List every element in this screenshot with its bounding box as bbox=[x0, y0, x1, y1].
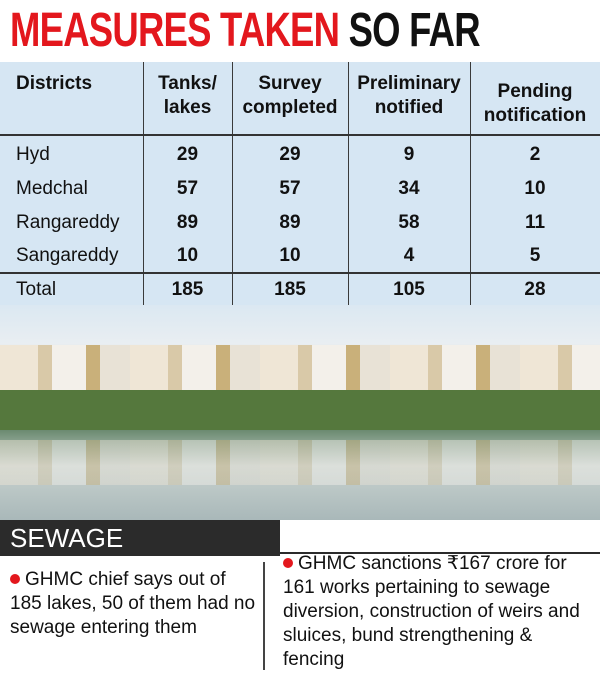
bullet-text: GHMC sanctions ₹167 crore for 161 works … bbox=[283, 553, 580, 670]
bullet: GHMC sanctions ₹167 crore for 161 works … bbox=[283, 552, 593, 672]
row-label: Rangareddy bbox=[16, 212, 120, 233]
cell-value: 10 bbox=[176, 245, 199, 266]
title: MEASURES TAKEN SO FAR bbox=[10, 2, 481, 60]
row-label: Medchal bbox=[16, 178, 88, 199]
row-label: Total bbox=[16, 279, 57, 300]
bullet: GHMC chief says out of 185 lakes, 50 of … bbox=[10, 568, 260, 640]
table: Districts Tanks/ lakes Survey completed Pre… bbox=[0, 62, 600, 305]
cell-value: 11 bbox=[524, 212, 546, 233]
column-rule bbox=[348, 62, 349, 305]
bullet-dot bbox=[283, 558, 293, 568]
divider bbox=[263, 562, 265, 670]
title-black: SO FAR bbox=[348, 4, 481, 57]
banner-rule bbox=[280, 552, 600, 554]
row-label: Sangareddy bbox=[16, 245, 119, 266]
column-rule bbox=[470, 62, 471, 305]
column-rule bbox=[143, 62, 144, 305]
cell-value: 105 bbox=[393, 279, 425, 300]
bullet-text: GHMC chief says out of 185 lakes, 50 of … bbox=[10, 569, 256, 638]
trees bbox=[0, 390, 600, 430]
cell-value: 29 bbox=[176, 144, 199, 165]
bullet-dot bbox=[10, 574, 20, 584]
reflection bbox=[0, 440, 600, 485]
cell-value: 89 bbox=[176, 212, 199, 233]
cell-value: 185 bbox=[274, 279, 306, 300]
column-header: Preliminary notified bbox=[357, 73, 461, 118]
title-red: MEASURES TAKEN bbox=[10, 4, 340, 57]
total-rule bbox=[0, 272, 600, 274]
cell-value: 57 bbox=[176, 178, 199, 199]
cell-value: 28 bbox=[524, 279, 546, 300]
lake-photo bbox=[0, 305, 600, 520]
cell-value: 89 bbox=[279, 212, 301, 233]
section-banner: SEWAGE DIVERSIONS bbox=[0, 520, 280, 589]
cell-value: 57 bbox=[279, 178, 301, 199]
row-label: Hyd bbox=[16, 144, 50, 165]
cell-value: 34 bbox=[398, 178, 420, 199]
cell-value: 9 bbox=[403, 144, 415, 165]
column-header: Districts bbox=[16, 73, 93, 94]
header-rule bbox=[0, 134, 600, 136]
cell-value: 185 bbox=[171, 279, 204, 300]
cell-value: 58 bbox=[398, 212, 420, 233]
cell-value: 29 bbox=[279, 144, 301, 165]
column-rule bbox=[232, 62, 233, 305]
cell-value: 10 bbox=[279, 245, 301, 266]
cell-value: 5 bbox=[529, 245, 541, 266]
column-header: Tanks/ lakes bbox=[158, 73, 217, 118]
column-header: Pending notification bbox=[483, 81, 587, 126]
water bbox=[0, 430, 600, 520]
cell-value: 4 bbox=[403, 245, 415, 266]
cell-value: 2 bbox=[529, 144, 541, 165]
cell-value: 10 bbox=[524, 178, 546, 199]
column-header: Survey completed bbox=[242, 73, 338, 118]
